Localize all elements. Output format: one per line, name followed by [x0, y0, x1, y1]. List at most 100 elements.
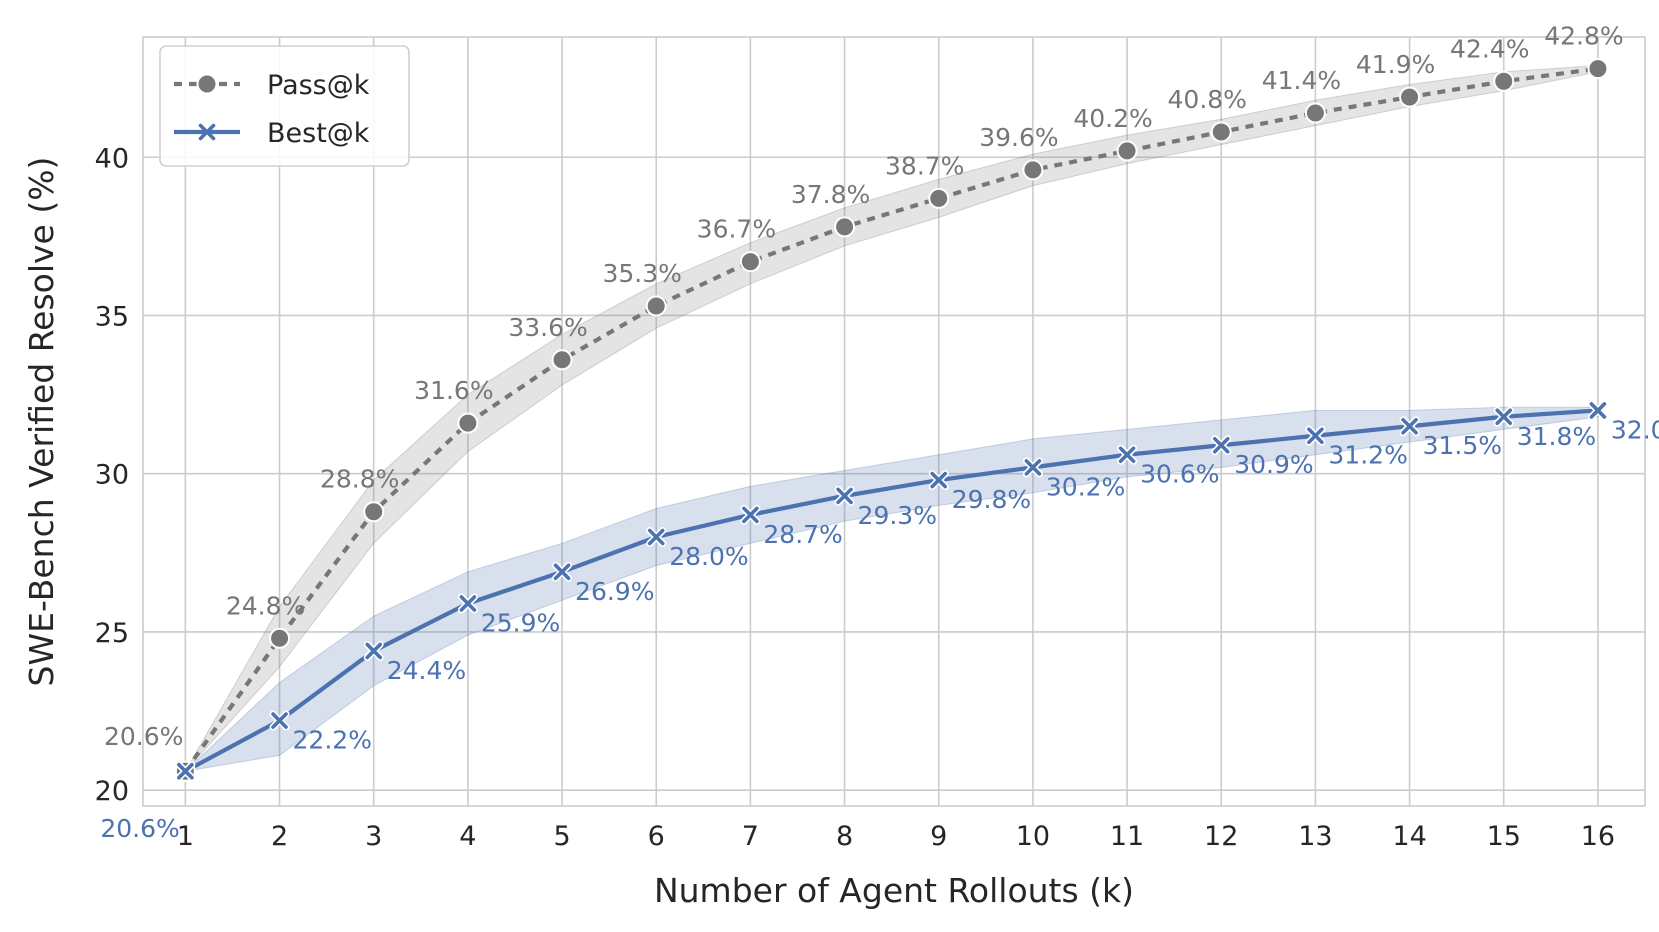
best-k-marker [1212, 436, 1230, 454]
pass-k-marker [928, 187, 950, 209]
pass-k-data-label: 31.6% [414, 376, 493, 405]
best-k-marker [1495, 408, 1513, 426]
best-k-marker [1024, 459, 1042, 476]
y-axis-label: SWE-Bench Verified Resolve (%) [22, 157, 61, 687]
x-tick-label: 1 [177, 821, 194, 852]
pass-k-marker [645, 295, 667, 317]
pass-k-data-label: 20.6% [104, 722, 183, 751]
pass-k-data-label: 28.8% [320, 465, 399, 494]
pass-k-data-label: 24.8% [226, 591, 305, 620]
pass-k-marker [1399, 86, 1421, 108]
best-k-data-label: 31.5% [1423, 431, 1502, 460]
pass-k-marker [1587, 58, 1609, 80]
best-k-marker [459, 595, 477, 612]
best-k-data-label: 24.4% [387, 656, 466, 685]
x-tick-label: 5 [553, 821, 570, 852]
best-k-data-label: 31.8% [1517, 422, 1596, 451]
best-k-marker [271, 712, 288, 729]
x-tick-label: 4 [459, 821, 476, 852]
best-k-data-label: 28.7% [763, 520, 842, 549]
best-k-marker [1307, 427, 1324, 445]
x-tick-label: 13 [1298, 821, 1332, 852]
pass-k-data-label: 36.7% [697, 215, 776, 244]
x-tick-label: 8 [836, 821, 853, 852]
best-k-marker [365, 642, 383, 660]
pass-k-marker [834, 216, 856, 238]
pass-k-data-label: 39.6% [979, 123, 1058, 152]
data-labels: 20.6% 24.8% 28.8% 31.6% 33.6% 35.3% 36.7% 37.8%… [100, 22, 1659, 844]
legend-pass-k-marker [196, 73, 218, 95]
pass-k-marker [363, 501, 385, 523]
x-tick-label: 10 [1016, 821, 1050, 852]
best-k-data-label: 31.2% [1328, 441, 1407, 470]
legend: Pass@k Best@k [159, 45, 410, 167]
best-k-line [184, 408, 1599, 774]
best-k-data-label: 20.6% [100, 814, 179, 843]
pass-k-data-label: 41.9% [1356, 50, 1435, 79]
best-k-data-label: 32.0% [1611, 415, 1659, 444]
best-k-data-label: 30.9% [1234, 450, 1313, 479]
x-tick-label: 14 [1392, 821, 1426, 852]
legend-pass-k-label: Pass@k [267, 70, 370, 101]
pass-k-data-label: 42.8% [1544, 22, 1623, 51]
pass-k-marker [739, 251, 761, 273]
pass-k-marker [551, 349, 573, 371]
x-tick-label: 9 [930, 821, 947, 852]
pass-k-data-label: 38.7% [885, 151, 964, 180]
best-k-data-label: 26.9% [575, 577, 654, 606]
pass-k-data-label: 40.2% [1073, 104, 1152, 133]
pass-k-data-label: 35.3% [603, 259, 682, 288]
pass-k-marker [1210, 121, 1232, 143]
best-k-data-label: 29.8% [952, 485, 1031, 514]
best-k-marker [836, 487, 853, 505]
x-tick-label: 2 [271, 821, 288, 852]
best-k-marker [177, 762, 194, 780]
pass-k-marker [457, 412, 479, 434]
x-tick-label: 11 [1110, 821, 1144, 852]
pass-k-marker [1022, 159, 1044, 181]
pass-k-data-label: 33.6% [508, 313, 587, 342]
x-tick-label: 3 [365, 821, 382, 852]
best-k-marker [553, 563, 571, 581]
series-markers [174, 58, 1609, 782]
y-tick-label: 35 [95, 301, 129, 332]
x-tick-labels: 1 2 3 4 5 6 7 8 9 10 11 12 13 14 15 16 [177, 821, 1615, 852]
legend-best-k-label: Best@k [267, 118, 370, 149]
best-k-data-label: 29.3% [858, 501, 937, 530]
y-tick-label: 20 [95, 776, 129, 807]
pass-k-data-label: 41.4% [1262, 66, 1341, 95]
best-k-data-label: 25.9% [481, 608, 560, 637]
best-k-marker [742, 506, 759, 524]
best-k-data-label: 28.0% [669, 542, 748, 571]
x-tick-label: 7 [742, 821, 759, 852]
y-tick-label: 25 [95, 618, 129, 649]
pass-k-marker [1116, 140, 1138, 162]
best-k-marker [930, 471, 948, 489]
best-k-data-label: 22.2% [293, 726, 372, 755]
pass-k-data-label: 40.8% [1168, 85, 1247, 114]
best-k-marker [647, 528, 665, 546]
y-tick-label: 40 [95, 143, 129, 174]
best-k-marker [1118, 446, 1136, 464]
plot-area-frame [142, 36, 1646, 807]
legend-box [159, 45, 410, 167]
x-tick-label: 16 [1581, 821, 1615, 852]
pass-k-data-label: 42.4% [1450, 34, 1529, 63]
x-tick-label: 15 [1487, 821, 1521, 852]
best-k-data-label: 30.6% [1140, 460, 1219, 489]
y-tick-labels: 20 25 30 35 40 [95, 143, 129, 807]
best-k-marker [1401, 417, 1418, 435]
pass-k-marker [1493, 70, 1515, 92]
best-k-data-label: 30.2% [1046, 472, 1125, 501]
x-tick-label: 12 [1204, 821, 1238, 852]
series-lines [183, 66, 1599, 774]
x-axis-label: Number of Agent Rollouts (k) [654, 871, 1134, 910]
y-tick-label: 30 [95, 460, 129, 491]
pass-k-data-label: 37.8% [791, 180, 870, 209]
pass-k-marker [269, 627, 291, 649]
legend-best-k-marker [198, 123, 216, 141]
best-k-marker [1589, 402, 1607, 419]
x-tick-label: 6 [648, 821, 665, 852]
pass-k-marker [1304, 102, 1326, 124]
